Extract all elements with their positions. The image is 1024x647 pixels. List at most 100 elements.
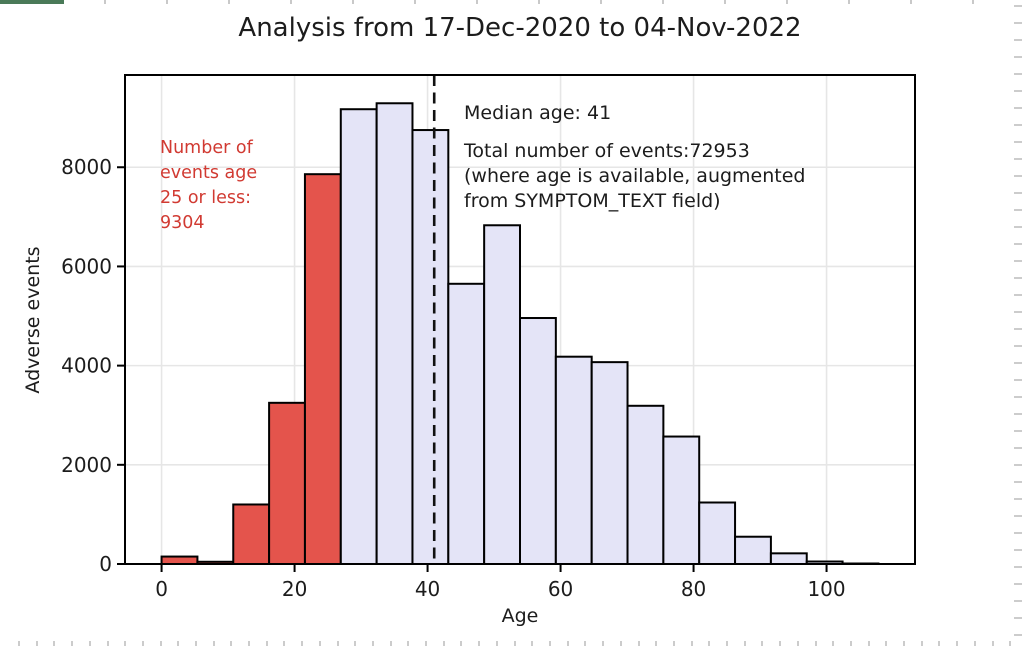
edge-tick-right	[1014, 634, 1022, 636]
edge-tick-right	[1014, 226, 1022, 228]
edge-tick-right	[1014, 549, 1022, 551]
edge-tick-bottom	[956, 641, 958, 646]
edge-tick-bottom	[107, 641, 109, 646]
edge-tick-bottom	[992, 641, 994, 646]
x-tick-label: 20	[282, 577, 307, 601]
edge-tick-bottom	[248, 641, 250, 646]
edge-tick-bottom	[230, 641, 232, 646]
edge-tick-top	[910, 0, 912, 4]
edge-tick-right	[1014, 413, 1022, 415]
edge-tick-bottom	[921, 641, 923, 646]
edge-tick-bottom	[761, 641, 763, 646]
histogram-bar	[519, 317, 557, 565]
edge-tick-right	[1014, 583, 1022, 585]
histogram-bar	[698, 501, 737, 566]
x-tick-label: 80	[681, 577, 706, 601]
edge-tick-bottom	[797, 641, 799, 646]
edge-tick-bottom	[160, 641, 162, 646]
total-events-annotation: Total number of events:72953 (where age …	[464, 140, 806, 212]
edge-tick-right	[1014, 566, 1022, 568]
edge-tick-top	[166, 0, 168, 4]
edge-tick-bottom	[567, 641, 569, 646]
edge-tick-right	[1014, 481, 1022, 483]
edge-tick-right	[1014, 90, 1022, 92]
edge-tick-bottom	[638, 641, 640, 646]
y-tick-label: 2000	[61, 453, 112, 477]
edge-tick-right	[1014, 73, 1022, 75]
edge-tick-bottom	[903, 641, 905, 646]
edge-tick-bottom	[726, 641, 728, 646]
edge-tick-top	[724, 0, 726, 4]
edge-tick-bottom	[496, 641, 498, 646]
edge-tick-bottom	[779, 641, 781, 646]
edge-tick-bottom	[266, 641, 268, 646]
edge-tick-bottom	[390, 641, 392, 646]
edge-tick-top	[972, 0, 974, 4]
edge-tick-bottom	[832, 641, 834, 646]
median-age-annotation: Median age: 41	[464, 102, 612, 124]
edge-tick-top	[538, 0, 540, 4]
histogram-bar	[303, 173, 342, 566]
edge-tick-right	[1014, 447, 1022, 449]
edge-tick-right	[1014, 345, 1022, 347]
edge-tick-right	[1014, 294, 1022, 296]
edge-tick-bottom	[354, 641, 356, 646]
edge-tick-bottom	[1009, 641, 1011, 646]
edge-tick-right	[1014, 600, 1022, 602]
edge-tick-bottom	[213, 641, 215, 646]
edge-tick-bottom	[655, 641, 657, 646]
edge-tick-right	[1014, 617, 1022, 619]
edge-tick-bottom	[53, 641, 55, 646]
histogram-bar	[590, 361, 629, 565]
chart-title: Analysis from 17-Dec-2020 to 04-Nov-2022	[238, 13, 802, 43]
x-tick-label: 40	[415, 577, 440, 601]
edge-tick-right	[1014, 141, 1022, 143]
x-tick-label: 60	[548, 577, 573, 601]
edge-tick-right	[1014, 379, 1022, 381]
histogram-bar	[769, 552, 808, 565]
histogram-bar	[554, 355, 593, 565]
edge-tick-bottom	[602, 641, 604, 646]
histogram-bar	[662, 435, 701, 566]
edge-tick-top	[352, 0, 354, 4]
histogram-bar	[160, 555, 199, 565]
edge-tick-right	[1014, 158, 1022, 160]
edge-tick-right	[1014, 107, 1022, 109]
edge-tick-bottom	[673, 641, 675, 646]
edge-tick-right	[1014, 39, 1022, 41]
histogram-bar	[411, 129, 450, 566]
edge-tick-bottom	[124, 641, 126, 646]
red-annotation: Number of events age 25 or less: 9304	[160, 138, 258, 233]
edge-tick-bottom	[301, 641, 303, 646]
edge-tick-bottom	[549, 641, 551, 646]
edge-tick-top	[600, 0, 602, 4]
edge-tick-bottom	[89, 641, 91, 646]
edge-tick-right	[1014, 277, 1022, 279]
edge-tick-right	[1014, 515, 1022, 517]
edge-tick-right	[1014, 362, 1022, 364]
edge-tick-right	[1014, 243, 1022, 245]
edge-tick-bottom	[372, 641, 374, 646]
histogram-bar	[626, 404, 665, 566]
x-tick-label: 0	[155, 577, 168, 601]
axes-box	[124, 74, 916, 565]
x-axis-label: Age	[501, 605, 539, 627]
edge-tick-bottom	[938, 641, 940, 646]
edge-tick-bottom	[584, 641, 586, 646]
edge-tick-top	[290, 0, 292, 4]
edge-tick-top	[848, 0, 850, 4]
edge-tick-right	[1014, 532, 1022, 534]
y-tick-label: 4000	[61, 354, 112, 378]
edge-tick-top	[476, 0, 478, 4]
edge-tick-bottom	[691, 641, 693, 646]
edge-tick-bottom	[460, 641, 462, 646]
edge-tick-bottom	[815, 641, 817, 646]
edge-tick-bottom	[195, 641, 197, 646]
edge-tick-bottom	[283, 641, 285, 646]
y-axis-label: Adverse events	[22, 246, 44, 394]
edge-tick-bottom	[478, 641, 480, 646]
edge-tick-bottom	[71, 641, 73, 646]
edge-tick-right	[1014, 311, 1022, 313]
